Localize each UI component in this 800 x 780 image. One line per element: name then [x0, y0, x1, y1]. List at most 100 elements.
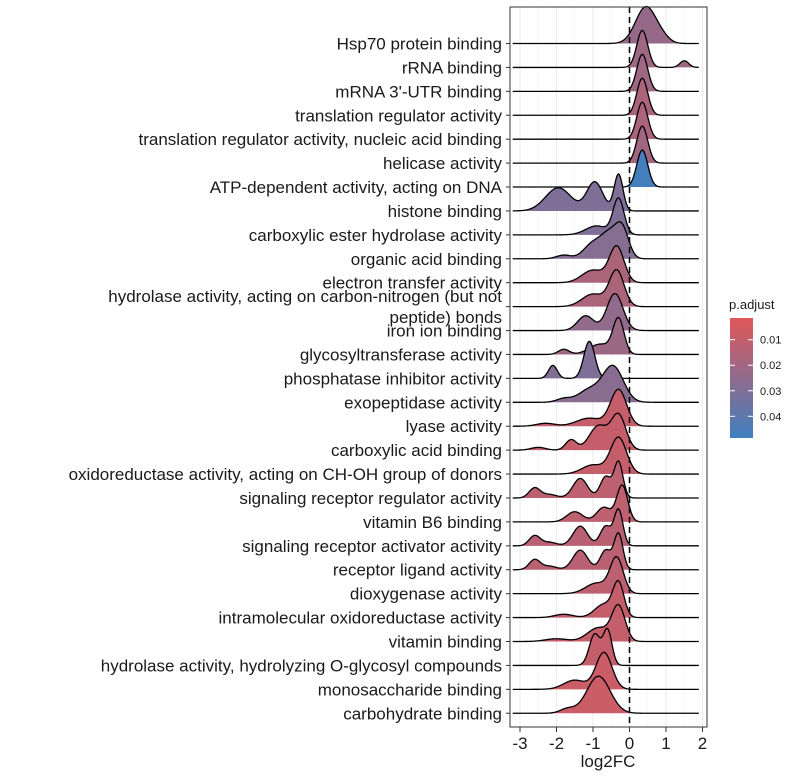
y-tick-label: carboxylic acid binding	[331, 441, 502, 460]
y-tick-label: vitamin binding	[389, 633, 502, 652]
ridge-outline	[512, 5, 699, 45]
y-tick-label: helicase activity	[383, 154, 503, 173]
legend-tick-label: 0.01	[760, 335, 781, 347]
ridge-fill	[512, 150, 699, 188]
y-tick-label: lyase activity	[406, 417, 503, 436]
ridge	[512, 197, 699, 236]
ridge-fill	[512, 221, 699, 259]
ridge-fill	[512, 197, 699, 235]
ridge	[512, 364, 699, 403]
ridge	[512, 412, 699, 451]
ridge-outline	[512, 77, 699, 116]
ridge	[512, 149, 699, 188]
y-tick-label: translation regulator activity	[295, 106, 502, 125]
ridge-outline	[512, 508, 699, 547]
ridge-fill	[512, 508, 699, 546]
ridge-outline	[512, 316, 699, 356]
ridge-outline	[512, 101, 699, 140]
ridge	[512, 388, 699, 427]
ridge	[512, 532, 699, 571]
y-tick-label: vitamin B6 binding	[363, 513, 502, 532]
x-axis: -3 -2 -1 0 1 2	[512, 727, 707, 753]
legend-tick-label: 0.02	[760, 360, 781, 372]
y-tick-label: carbohydrate binding	[343, 704, 502, 723]
ridge-fill	[512, 245, 699, 283]
ridge	[512, 29, 699, 69]
ridge	[512, 484, 699, 523]
y-tick-label: rRNA binding	[402, 58, 502, 77]
ridge-fill	[512, 580, 699, 618]
ridge	[512, 316, 699, 356]
ridge	[512, 53, 699, 92]
ridge-outline	[512, 245, 699, 284]
ridge-outline	[512, 268, 699, 308]
y-tick-label: hydrolase activity, hydrolyzing O-glycos…	[101, 656, 502, 675]
ridge-outline	[512, 651, 699, 690]
y-tick-label: translation regulator activity, nucleic …	[139, 130, 503, 149]
x-tick-label: -1	[585, 734, 600, 753]
ridge-outline	[512, 579, 699, 619]
ridge-outline	[512, 221, 699, 260]
ridge-fill	[512, 173, 699, 211]
y-tick-label: intramolecular oxidoreductase activity	[219, 609, 503, 628]
ridge-fill	[512, 460, 699, 498]
ridge-fill	[512, 484, 699, 522]
y-tick-label: phosphatase inhibitor activity	[284, 369, 503, 388]
ridge	[512, 125, 699, 164]
ridge-fill	[512, 389, 699, 427]
ridge-outline	[512, 532, 699, 571]
ridge	[512, 651, 699, 690]
y-tick-label: Hsp70 protein binding	[337, 35, 502, 54]
x-tick-label: 2	[698, 734, 707, 753]
ridge-fill	[512, 365, 699, 403]
y-tick-label: hydrolase activity, acting on carbon-nit…	[108, 287, 502, 327]
ridge-outline	[512, 292, 699, 332]
ridge-outline	[512, 53, 699, 92]
ridge-fill	[512, 532, 699, 570]
y-tick-label: histone binding	[388, 202, 502, 221]
ridge-fill	[512, 317, 699, 355]
ridge	[512, 675, 699, 714]
ridge	[512, 5, 699, 45]
ridge	[512, 292, 699, 332]
ridge-outline	[512, 125, 699, 164]
x-axis-title: log2FC	[581, 752, 636, 771]
legend: p.adjust 0.01 0.02 0.03 0.04	[729, 297, 781, 438]
legend-tick-label: 0.04	[760, 411, 781, 423]
y-tick-label: iron ion binding	[387, 322, 502, 341]
panel-border	[509, 6, 708, 728]
ridge	[512, 579, 699, 619]
y-tick-label: glycosyltransferase activity	[300, 345, 503, 364]
ridge-fill	[512, 6, 699, 44]
ridges-layer	[512, 5, 699, 727]
ridge-outline	[512, 412, 699, 451]
y-tick-label: carboxylic ester hydrolase activity	[249, 226, 503, 245]
ridge-outline	[512, 484, 699, 523]
legend-title: p.adjust	[729, 297, 775, 312]
ridge-fill	[512, 628, 699, 666]
ridge-outline	[512, 436, 699, 475]
ridge-fill	[512, 54, 699, 92]
ridge	[512, 627, 699, 667]
ridge	[512, 460, 699, 499]
ridge-outline	[512, 29, 699, 69]
ridge-fill	[512, 30, 699, 68]
ridge-outline	[512, 197, 699, 236]
ridge	[512, 173, 699, 212]
y-tick-label: exopeptidase activity	[344, 393, 502, 412]
y-tick-label: oxidoreductase activity, acting on CH-OH…	[69, 465, 502, 484]
ridge-outline	[512, 556, 699, 595]
y-axis-labels: Hsp70 protein binding rRNA binding mRNA 3'…	[69, 35, 510, 723]
x-tick-label: 1	[661, 734, 670, 753]
ridge	[512, 221, 699, 260]
y-tick-label: ATP-dependent activity, acting on DNA	[210, 178, 503, 197]
y-tick-label: signaling receptor activator activity	[242, 537, 502, 556]
y-tick-label: receptor ligand activity	[333, 561, 503, 580]
ridge-outline	[512, 388, 699, 427]
ridge	[512, 508, 699, 547]
ridge-outline	[512, 173, 699, 212]
ridge	[512, 556, 699, 595]
ridge	[512, 268, 699, 308]
y-tick-label: electron transfer activity	[322, 274, 502, 293]
ridge	[512, 436, 699, 475]
